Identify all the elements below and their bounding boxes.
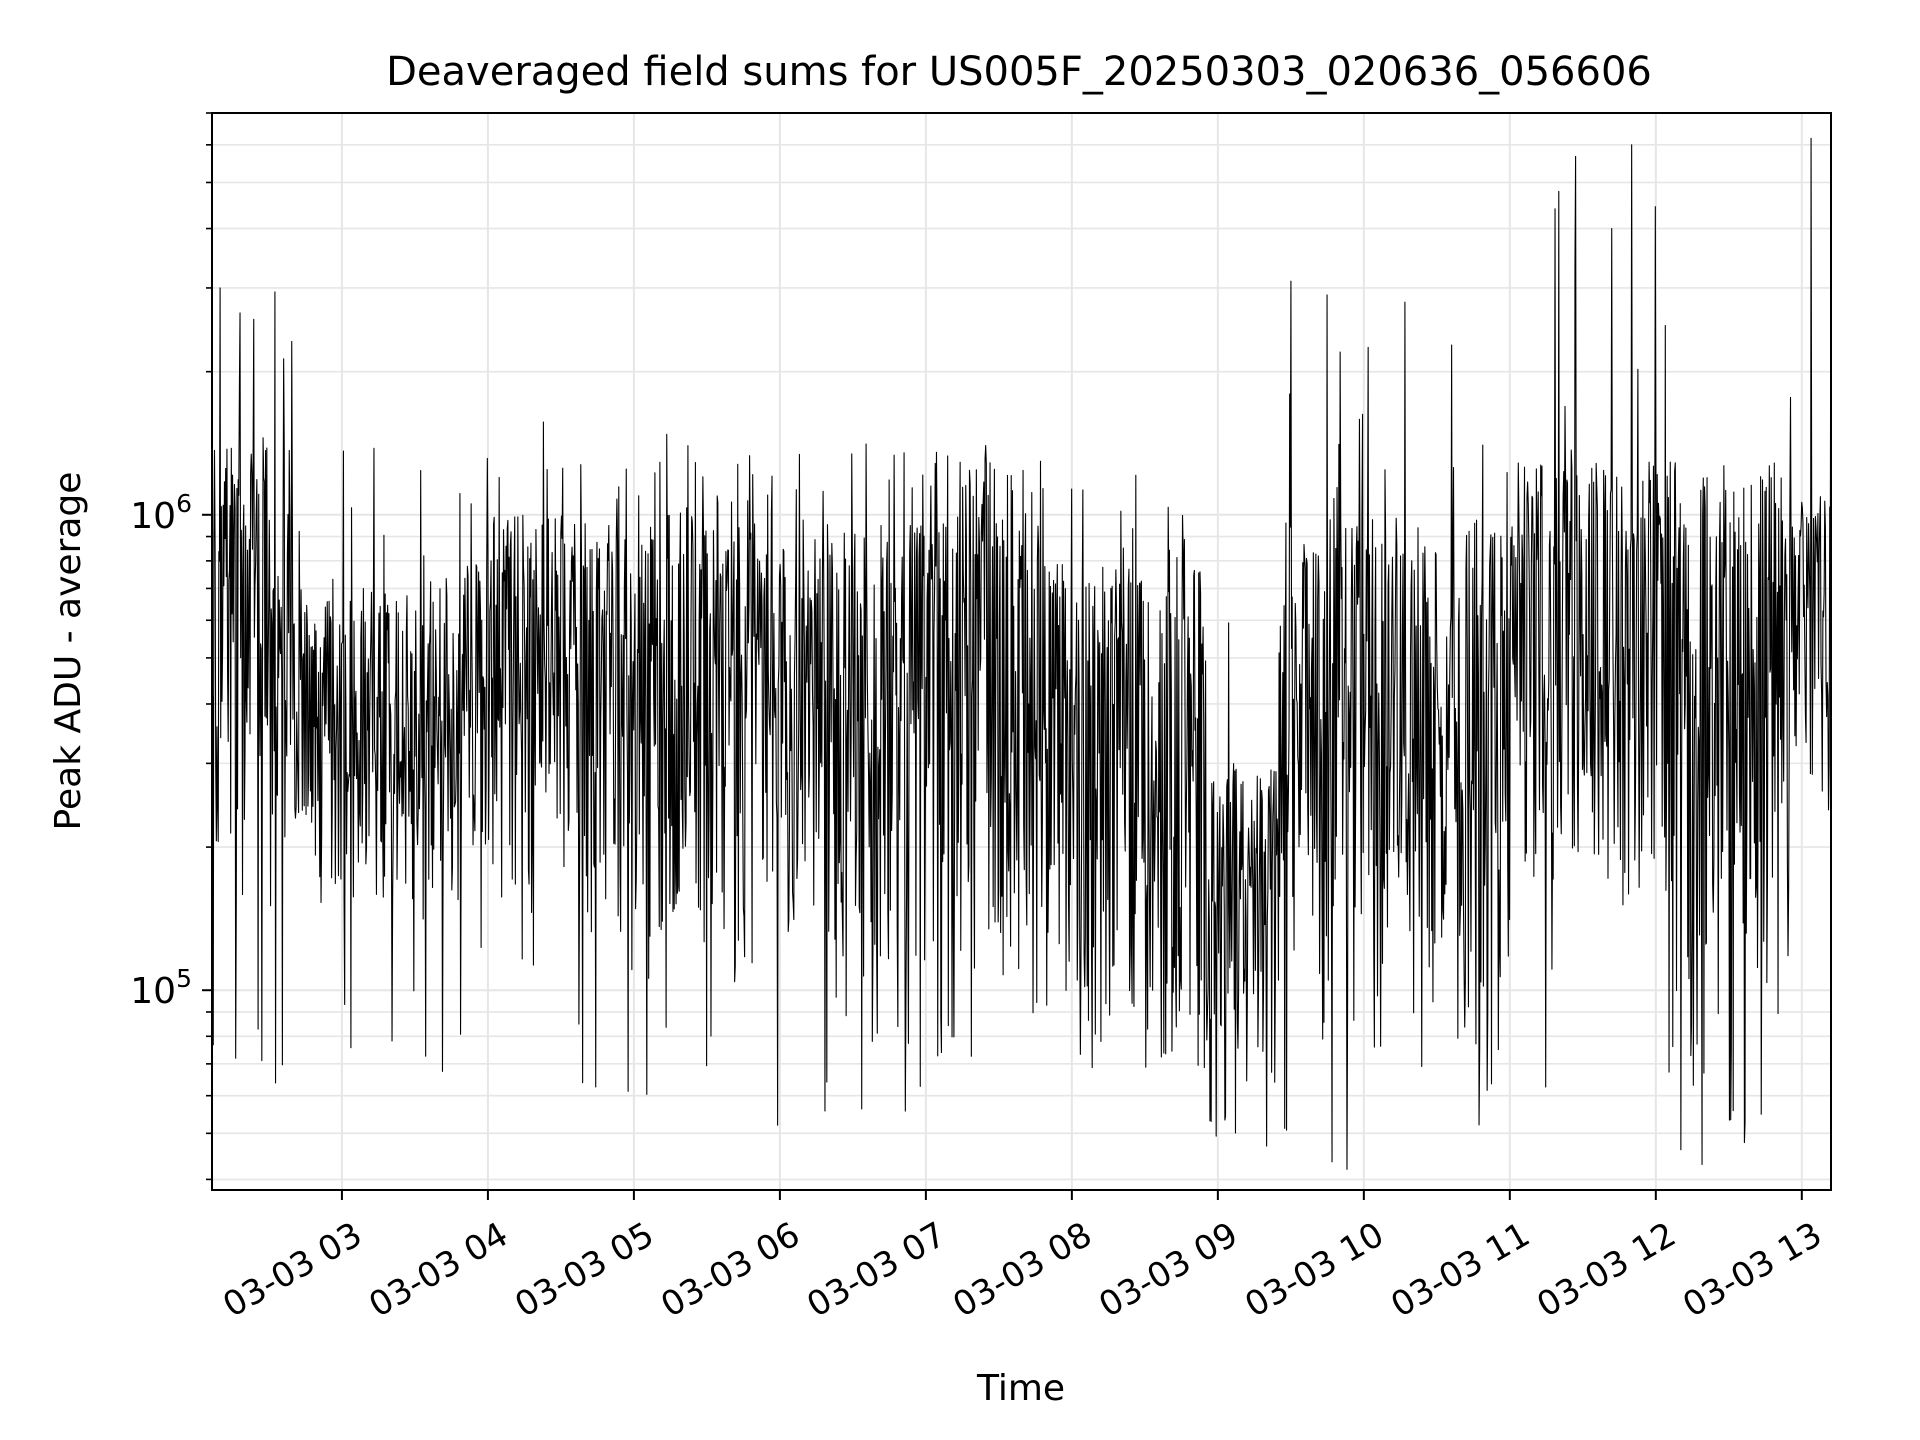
series-path [212,128,1831,1170]
series-line [212,128,1831,1170]
plot-frame [211,112,1832,1191]
chart-title: Deaveraged field sums for US005F_2025030… [386,49,1652,95]
y-tick-label: 105 [130,964,192,1012]
y-axis-label: Peak ADU - average [48,472,89,831]
y-axis: 105 106 [130,112,212,1181]
y-tick-label: 106 [130,489,192,537]
x-axis-label: Time [976,1368,1065,1409]
